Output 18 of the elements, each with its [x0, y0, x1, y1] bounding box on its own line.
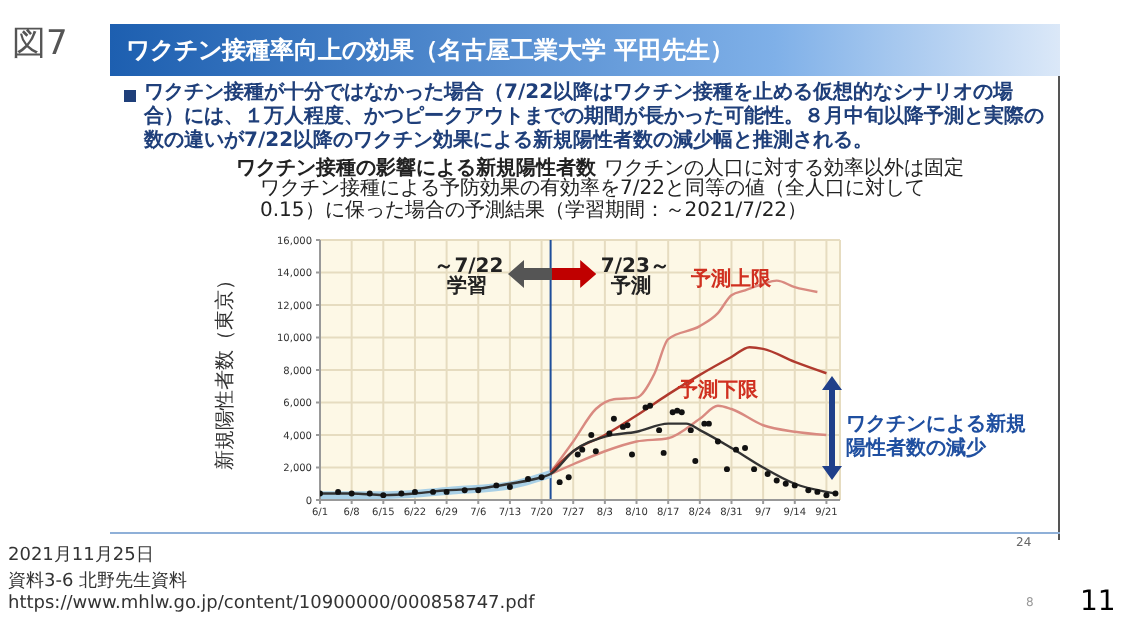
- text: ワクチン接種による予防効果の有効率を7/22と同等の値（全人口に対して0.15）に保った場合の予測結果（学習期間：～2021/7/22）: [260, 178, 927, 222]
- chart-subtitle: ワクチンの人口に対する効率以外は固定: [604, 158, 964, 180]
- series-label: 予測下限: [675, 377, 760, 402]
- annotation: ～7/22: [434, 255, 504, 278]
- text: 11: [1080, 586, 1116, 618]
- text: ワクチン接種が十分ではなかった場合（7/22以降はワクチン接種を止める仮想的なシナリオの場合）には、１万人程度、かつピークアウトまでの期間が長かった可能性。８月中旬以降予測と実際の数の違いが7/22以降のワクチン効果による新規陽性者数の減少幅と推測される。: [144, 82, 1044, 154]
- text: https://www.mhlw.go.jp/content/10900000/000858747.pdf: [8, 594, 535, 614]
- series-label: 予測上限: [689, 267, 774, 292]
- chart-title: ワクチン接種の影響による新規陽性者数: [236, 158, 596, 180]
- annotation: 7/23～: [600, 255, 670, 278]
- text: 資料3-6 北野先生資料: [8, 569, 188, 594]
- annotation: 予測: [611, 276, 652, 299]
- text: ワクチンによる新規陽性者数の減少: [846, 414, 1028, 463]
- text: ワクチン接種率向上の効果（名古屋工業大学 平田先生）: [126, 34, 735, 68]
- annotation: 学習: [447, 276, 488, 299]
- y-axis-title: 新規陽性者数（東京）: [213, 270, 238, 470]
- caption: 図7: [12, 22, 68, 66]
- text: 2021月11月25日: [8, 544, 154, 568]
